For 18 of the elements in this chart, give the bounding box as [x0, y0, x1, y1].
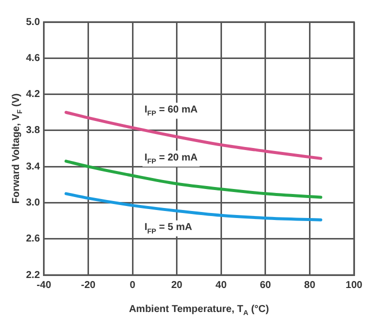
y-tick-label: 3.8 — [26, 125, 40, 136]
x-tick-label: 60 — [260, 280, 272, 291]
x-tick-label: 0 — [130, 280, 136, 291]
x-tick-label: 80 — [304, 280, 316, 291]
y-tick-label: 2.2 — [26, 270, 40, 281]
x-tick-label: 100 — [346, 280, 363, 291]
y-tick-label: 3.4 — [26, 161, 40, 172]
y-tick-label: 3.0 — [26, 197, 40, 208]
x-tick-label: 40 — [216, 280, 228, 291]
y-tick-label: 5.0 — [26, 16, 40, 28]
y-tick-label: 4.6 — [26, 52, 40, 64]
x-tick-label: -20 — [80, 280, 96, 291]
line-series — [64, 192, 322, 222]
line-series — [64, 160, 322, 199]
x-tick-label: -40 — [36, 280, 52, 291]
x-tick-label: 20 — [171, 280, 183, 291]
y-tick-label: 4.2 — [26, 89, 40, 100]
y-tick-label: 2.6 — [26, 234, 40, 245]
